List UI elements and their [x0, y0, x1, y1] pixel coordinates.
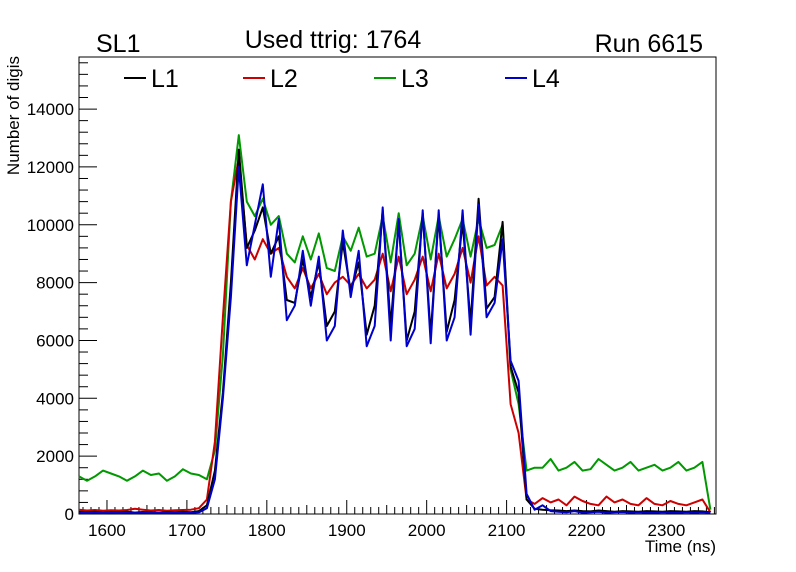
chart-title: Used ttrig: 1764	[245, 26, 422, 54]
legend-label-l2: L2	[270, 65, 298, 93]
x-tick-label: 1800	[248, 521, 286, 540]
x-tick-label: 1600	[88, 521, 126, 540]
y-tick-label: 2000	[36, 447, 74, 466]
x-tick-label: 1700	[168, 521, 206, 540]
y-tick-label: 4000	[36, 389, 74, 408]
y-tick-label: 6000	[36, 331, 74, 350]
series-line-l2	[78, 157, 712, 513]
x-tick-label: 2300	[648, 521, 686, 540]
header-left-label: SL1	[96, 30, 140, 58]
series-lines	[78, 134, 712, 515]
legend-label-l3: L3	[401, 65, 429, 93]
x-axis-ticks: 1600 1700 1800 1900 2000 2100 2200 2300	[82, 500, 715, 540]
legend-label-l1: L1	[151, 65, 179, 93]
header-right-label: Run 6615	[595, 30, 703, 58]
y-axis-title: Number of digis	[4, 56, 23, 175]
y-tick-label: 10000	[27, 216, 74, 235]
legend-label-l4: L4	[532, 65, 560, 93]
series-line-l1	[78, 148, 711, 514]
x-tick-label: 1900	[328, 521, 366, 540]
y-axis-ticks: 0 2000 4000 6000 8000 10000 12000 14000	[27, 62, 97, 524]
y-tick-label: 12000	[27, 158, 74, 177]
series-line-l4	[78, 165, 711, 515]
x-tick-label: 2100	[488, 521, 526, 540]
x-tick-label: 2200	[568, 521, 606, 540]
series-line-l3	[78, 134, 712, 510]
y-tick-label: 8000	[36, 274, 74, 293]
x-tick-label: 2000	[408, 521, 446, 540]
y-tick-label: 14000	[27, 100, 74, 119]
plot-frame	[78, 56, 717, 515]
y-tick-label: 0	[65, 505, 74, 524]
x-axis-title: Time (ns)	[645, 537, 716, 556]
legend: L1 L2 L3 L4	[124, 65, 560, 93]
